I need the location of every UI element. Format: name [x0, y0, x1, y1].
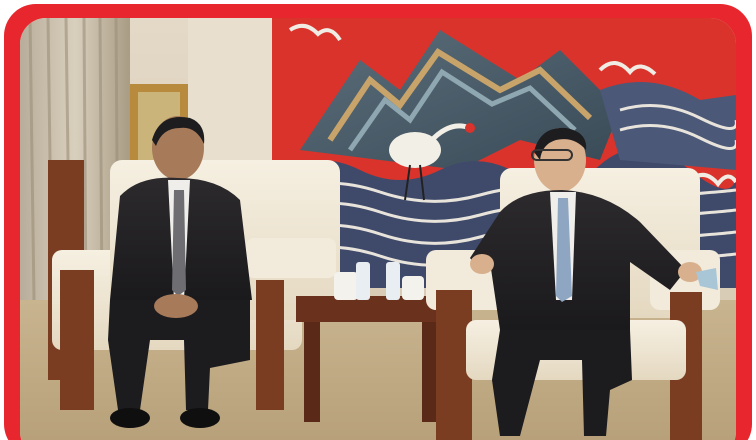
- left-man: [108, 116, 252, 428]
- right-man: [470, 127, 718, 436]
- crane-figure: [389, 123, 475, 201]
- side-table: [296, 262, 446, 422]
